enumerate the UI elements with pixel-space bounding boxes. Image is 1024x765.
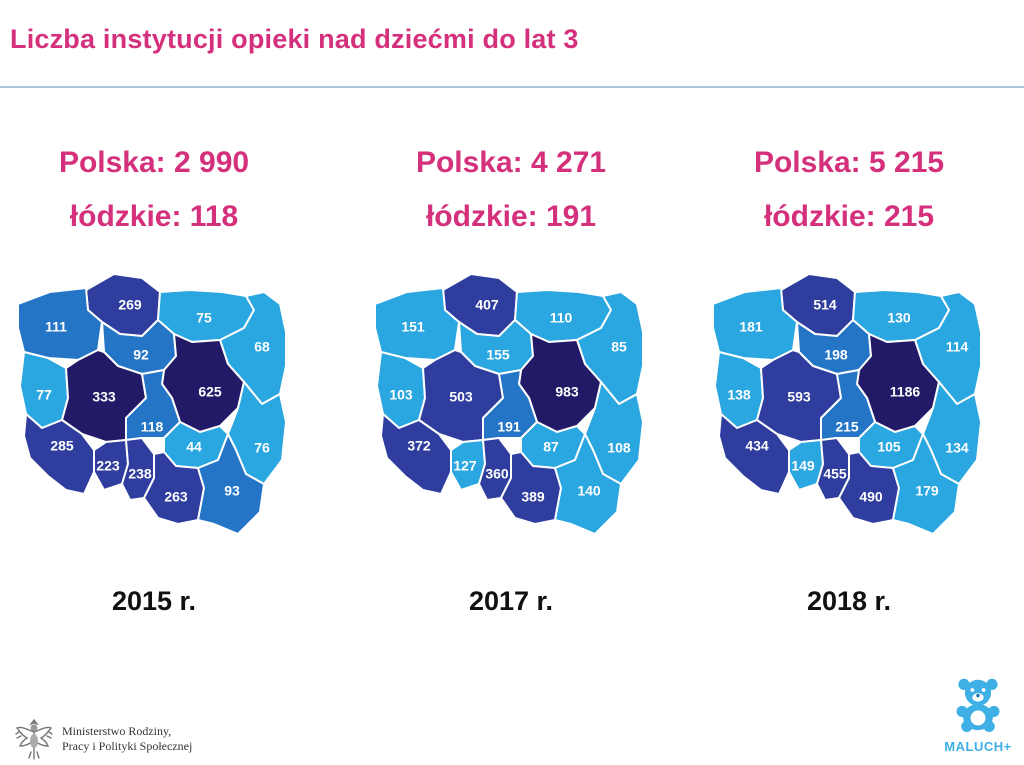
value-label-lodzkie: 215 (835, 419, 859, 435)
value-label-podkarpackie: 179 (915, 483, 939, 499)
ministry-name-line1: Ministerstwo Rodziny, (62, 724, 172, 738)
eagle-emblem-icon (15, 718, 53, 760)
value-label-podlaskie: 85 (611, 339, 627, 355)
value-label-wielkopolskie: 593 (787, 389, 811, 405)
value-label-opolskie: 223 (96, 458, 120, 474)
value-label-warminsko-mazurskie: 110 (550, 310, 573, 326)
value-label-swietokrzyskie: 44 (186, 439, 202, 455)
value-label-swietokrzyskie: 105 (877, 439, 901, 455)
title-divider (0, 86, 1024, 88)
value-label-warminsko-mazurskie: 75 (196, 310, 212, 326)
value-label-pomorskie: 514 (813, 297, 837, 313)
region-dolnoslaskie (23, 413, 95, 495)
year-label: 2018 r. (806, 586, 892, 616)
value-label-lubuskie: 77 (36, 387, 52, 403)
teddy-bear-icon (956, 678, 1000, 732)
value-label-swietokrzyskie: 87 (543, 439, 559, 455)
region-podkarpackie (554, 433, 622, 535)
value-label-zachodniopomorskie: 151 (401, 319, 425, 335)
value-label-zachodniopomorskie: 111 (45, 319, 67, 335)
lodzkie-total: łódzkie: 215 (763, 200, 935, 233)
value-label-kujawsko-pomorskie: 155 (486, 347, 510, 363)
value-label-warminsko-mazurskie: 130 (887, 310, 911, 326)
ministry-logo-block: Ministerstwo Rodziny, Pracy i Polityki S… (14, 716, 202, 762)
map-panel-2017: Polska: 4 271 łódzkie: 191 407 151 110 85 15… (361, 0, 661, 765)
lodzkie-total: łódzkie: 191 (425, 200, 597, 233)
maluch-brand-label: MALUCH+ (944, 739, 1012, 754)
value-label-wielkopolskie: 503 (449, 389, 473, 405)
page-title: Liczba instytucji opieki nad dziećmi do … (10, 24, 579, 54)
value-label-podlaskie: 68 (254, 339, 270, 355)
national-total: Polska: 5 215 (753, 146, 945, 179)
value-label-zachodniopomorskie: 181 (739, 319, 763, 335)
choropleth-map-2015: 269 111 75 68 92 77 333 625 118 76 285 223 238 44 263 9… (17, 273, 287, 535)
national-total: Polska: 2 990 (58, 146, 250, 179)
value-label-dolnoslaskie: 285 (50, 438, 74, 454)
value-label-mazowieckie: 1186 (890, 384, 921, 400)
value-label-wielkopolskie: 333 (92, 389, 116, 405)
region-podkarpackie (197, 433, 265, 535)
value-label-lubelskie: 76 (254, 440, 270, 456)
region-podkarpackie (892, 433, 960, 535)
lodzkie-total: łódzkie: 118 (69, 200, 239, 233)
value-label-slaskie: 360 (485, 466, 509, 482)
value-label-podkarpackie: 93 (224, 483, 240, 499)
value-label-pomorskie: 269 (118, 297, 142, 313)
value-label-dolnoslaskie: 434 (745, 438, 769, 454)
national-total: Polska: 4 271 (415, 146, 607, 179)
value-label-lubelskie: 134 (945, 440, 969, 456)
value-label-pomorskie: 407 (475, 297, 499, 313)
choropleth-map-2018: 514 181 130 114 198 138 593 1186 215 134 434 149 455… (712, 273, 982, 535)
region-dolnoslaskie (380, 413, 452, 495)
value-label-malopolskie: 490 (859, 489, 883, 505)
value-label-lubelskie: 108 (607, 440, 631, 456)
value-label-podlaskie: 114 (946, 339, 969, 355)
value-label-lodzkie: 118 (141, 419, 164, 435)
ministry-name-line2: Pracy i Polityki Społecznej (62, 739, 193, 753)
value-label-kujawsko-pomorskie: 198 (824, 347, 848, 363)
value-label-lodzkie: 191 (497, 419, 521, 435)
maluch-logo: MALUCH+ (938, 676, 1018, 754)
value-label-dolnoslaskie: 372 (407, 438, 431, 454)
value-label-podkarpackie: 140 (577, 483, 601, 499)
year-label: 2017 r. (468, 586, 554, 616)
value-label-kujawsko-pomorskie: 92 (133, 347, 149, 363)
map-panel-2018: Polska: 5 215 łódzkie: 215 514 181 130 114 1… (699, 0, 999, 765)
value-label-slaskie: 238 (128, 466, 152, 482)
year-label: 2015 r. (111, 586, 197, 616)
value-label-mazowieckie: 983 (555, 384, 579, 400)
value-label-malopolskie: 389 (521, 489, 545, 505)
value-label-lubuskie: 103 (389, 387, 413, 403)
region-dolnoslaskie (718, 413, 790, 495)
value-label-malopolskie: 263 (164, 489, 188, 505)
value-label-opolskie: 149 (791, 458, 815, 474)
value-label-lubuskie: 138 (727, 387, 751, 403)
value-label-opolskie: 127 (453, 458, 477, 474)
choropleth-map-2017: 407 151 110 85 155 103 503 983 191 108 372 127 360 87… (374, 273, 644, 535)
map-panel-2015: Polska: 2 990 łódzkie: 118 269 111 75 68 92 7… (4, 0, 304, 765)
value-label-mazowieckie: 625 (198, 384, 222, 400)
value-label-slaskie: 455 (823, 466, 847, 482)
